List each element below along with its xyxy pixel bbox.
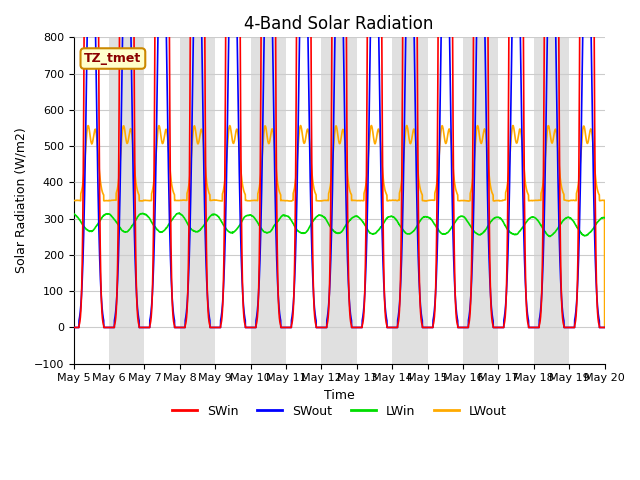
Bar bbox=[145, 37, 180, 364]
X-axis label: Time: Time bbox=[324, 389, 355, 402]
Bar bbox=[392, 37, 428, 364]
Legend: SWin, SWout, LWin, LWout: SWin, SWout, LWin, LWout bbox=[166, 400, 511, 423]
Bar bbox=[534, 37, 569, 364]
Bar bbox=[428, 37, 463, 364]
Bar bbox=[215, 37, 251, 364]
Bar bbox=[321, 37, 357, 364]
Bar bbox=[499, 37, 534, 364]
Bar bbox=[74, 37, 109, 364]
Bar bbox=[180, 37, 215, 364]
Bar bbox=[109, 37, 145, 364]
Bar bbox=[357, 37, 392, 364]
Bar bbox=[569, 37, 605, 364]
Bar bbox=[251, 37, 286, 364]
Y-axis label: Solar Radiation (W/m2): Solar Radiation (W/m2) bbox=[15, 128, 28, 274]
Title: 4-Band Solar Radiation: 4-Band Solar Radiation bbox=[244, 15, 434, 33]
Bar bbox=[286, 37, 321, 364]
Bar bbox=[463, 37, 499, 364]
Text: TZ_tmet: TZ_tmet bbox=[84, 52, 141, 65]
